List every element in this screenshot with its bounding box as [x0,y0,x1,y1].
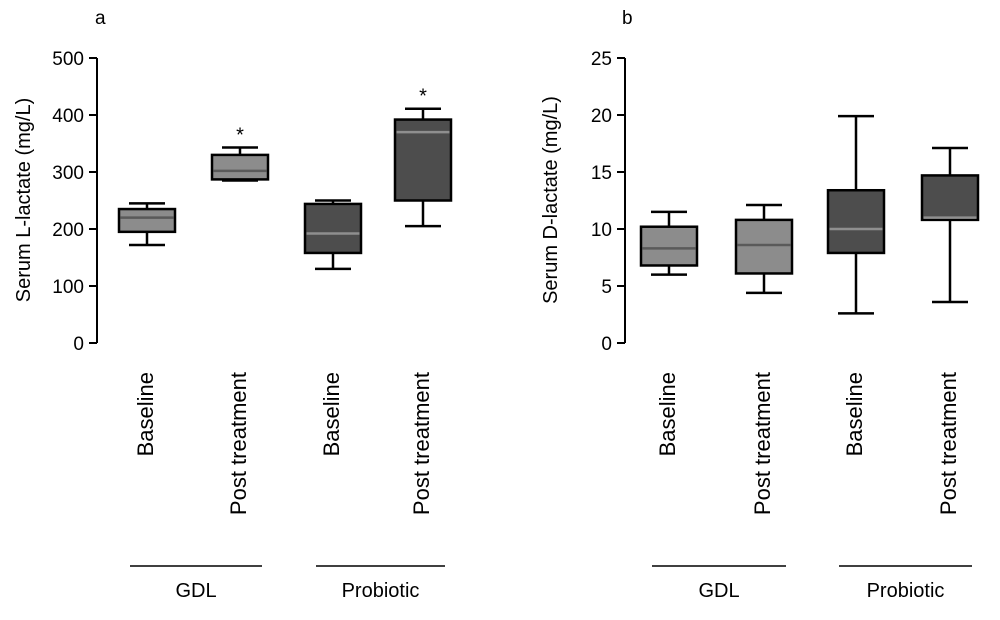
y-tick-label: 0 [73,334,84,355]
group-label: Probiotic [342,580,420,602]
box-1 [734,203,794,295]
panel-b: b Serum D-lactate (mg/L) 0 5 10 15 20 25 Base… [540,8,980,602]
y-axis-ticks: 0 100 200 300 400 500 [52,49,98,355]
box-0 [639,210,699,276]
panel-b-label: b [622,8,633,29]
significance-marker: * [236,124,244,146]
x-category-label: Post treatment [226,372,251,515]
y-tick-label: 300 [52,163,84,184]
iqr-box [734,218,794,275]
group-label: GDL [175,580,216,602]
y-tick-label: 20 [591,106,612,127]
significance-marker: * [419,86,427,108]
panel-a: a Serum L-lactate (mg/L) 0 100 200 300 400 50… [13,8,453,602]
y-tick-label: 400 [52,106,84,127]
y-axis-label: Serum L-lactate (mg/L) [13,98,35,303]
x-category-label: Post treatment [936,372,961,515]
box-2 [826,114,886,315]
group-label: Probiotic [867,580,945,602]
box-2 [303,199,363,271]
y-tick-label: 25 [591,49,612,70]
box-1: * [210,124,270,182]
iqr-box [303,202,363,255]
panel-a-label: a [95,8,106,29]
group-label: GDL [698,580,739,602]
x-axis-labels: Baseline Post treatment Baseline Post treat… [655,372,961,515]
iqr-box [826,188,886,255]
group-labels: GDL Probiotic [652,565,972,602]
y-tick-label: 0 [601,334,612,355]
box-series: ** [117,86,453,271]
iqr-box [210,153,270,181]
iqr-box [639,225,699,267]
iqr-box [117,207,177,234]
y-tick-label: 200 [52,220,84,241]
y-tick-label: 15 [591,163,612,184]
box-3: * [393,86,453,228]
box-3 [920,146,980,304]
group-labels: GDL Probiotic [130,565,445,602]
iqr-box [920,174,980,222]
x-category-label: Baseline [655,372,680,456]
x-category-label: Baseline [842,372,867,456]
x-category-label: Post treatment [750,372,775,515]
y-tick-label: 500 [52,49,84,70]
x-category-label: Post treatment [409,372,434,515]
y-axis-ticks: 0 5 10 15 20 25 [591,49,626,355]
x-category-label: Baseline [319,372,344,456]
y-tick-label: 100 [52,277,84,298]
box-series [639,114,980,315]
y-tick-label: 10 [591,220,612,241]
box-0 [117,202,177,247]
y-axis-label: Serum D-lactate (mg/L) [540,96,562,304]
y-tick-label: 5 [601,277,612,298]
x-axis-labels: Baseline Post treatment Baseline Post treat… [133,372,434,515]
x-category-label: Baseline [133,372,158,456]
